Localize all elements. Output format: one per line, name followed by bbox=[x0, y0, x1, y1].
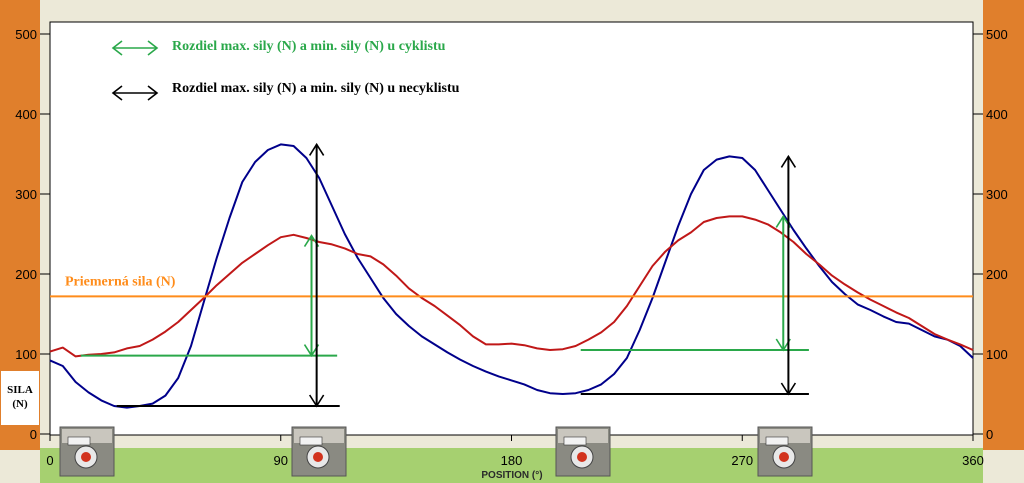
y-axis-label: SILA (N) bbox=[1, 371, 39, 425]
bike-pedal-photo-icon bbox=[757, 426, 813, 477]
y-axis-right: 0 100 200 300 400 500 bbox=[973, 27, 1008, 442]
bike-pedal-photo-icon bbox=[59, 426, 115, 477]
legend-arrow-head bbox=[111, 40, 123, 56]
arrow-head bbox=[780, 382, 797, 396]
series-line-1 bbox=[49, 143, 974, 409]
bottom-axis-bar bbox=[40, 448, 983, 483]
y-tick-label-right: 500 bbox=[986, 27, 1008, 42]
x-tick-label: 90 bbox=[274, 453, 288, 468]
plot-area bbox=[49, 21, 974, 436]
series-line-2 bbox=[49, 215, 974, 358]
x-tick-label: 360 bbox=[962, 453, 984, 468]
x-tick-label: 0 bbox=[46, 453, 53, 468]
y-axis-left: 0 100 200 300 400 500 bbox=[15, 27, 50, 442]
average-line-group: Priemerná sila (N) bbox=[50, 274, 973, 298]
legend-arrow-head bbox=[147, 85, 159, 101]
y-tick-label-right: 400 bbox=[986, 107, 1008, 122]
legend-label: Rozdiel max. sily (N) a min. sily (N) u … bbox=[172, 81, 460, 96]
y-tick-label-left: 300 bbox=[15, 187, 37, 202]
x-axis: 0 90 180 270 360 bbox=[46, 435, 984, 468]
y-tick-label-left: 500 bbox=[15, 27, 37, 42]
legend-arrow-head bbox=[111, 85, 123, 101]
range-annotations bbox=[80, 142, 809, 408]
y-tick-label-right: 300 bbox=[986, 187, 1008, 202]
arrow-head bbox=[308, 394, 325, 408]
x-tick-label: 180 bbox=[501, 453, 523, 468]
bike-pedal-photo-icon bbox=[291, 426, 347, 477]
x-axis-label: POSITION (°) bbox=[481, 470, 542, 481]
legend: Rozdiel max. sily (N) a min. sily (N) u … bbox=[111, 39, 460, 101]
right-axis-panel bbox=[983, 0, 1024, 450]
average-line-label: Priemerná sila (N) bbox=[65, 274, 176, 289]
y-tick-label-right: 200 bbox=[986, 267, 1008, 282]
arrow-head bbox=[780, 154, 797, 168]
pedal-photo-strip bbox=[59, 426, 813, 477]
arrow-head bbox=[308, 142, 325, 156]
y-tick-label-right: 100 bbox=[986, 347, 1008, 362]
series-group bbox=[49, 143, 974, 409]
y-tick-label-left: 100 bbox=[15, 347, 37, 362]
y-tick-label-left: 0 bbox=[30, 427, 37, 442]
legend-label: Rozdiel max. sily (N) a min. sily (N) u … bbox=[172, 39, 446, 54]
y-tick-label-left: 200 bbox=[15, 267, 37, 282]
legend-arrow-head bbox=[147, 40, 159, 56]
y-tick-label-left: 400 bbox=[15, 107, 37, 122]
top-strip bbox=[40, 0, 983, 22]
bike-pedal-photo-icon bbox=[555, 426, 611, 477]
y-tick-label-right: 0 bbox=[986, 427, 993, 442]
x-tick-label: 270 bbox=[731, 453, 753, 468]
